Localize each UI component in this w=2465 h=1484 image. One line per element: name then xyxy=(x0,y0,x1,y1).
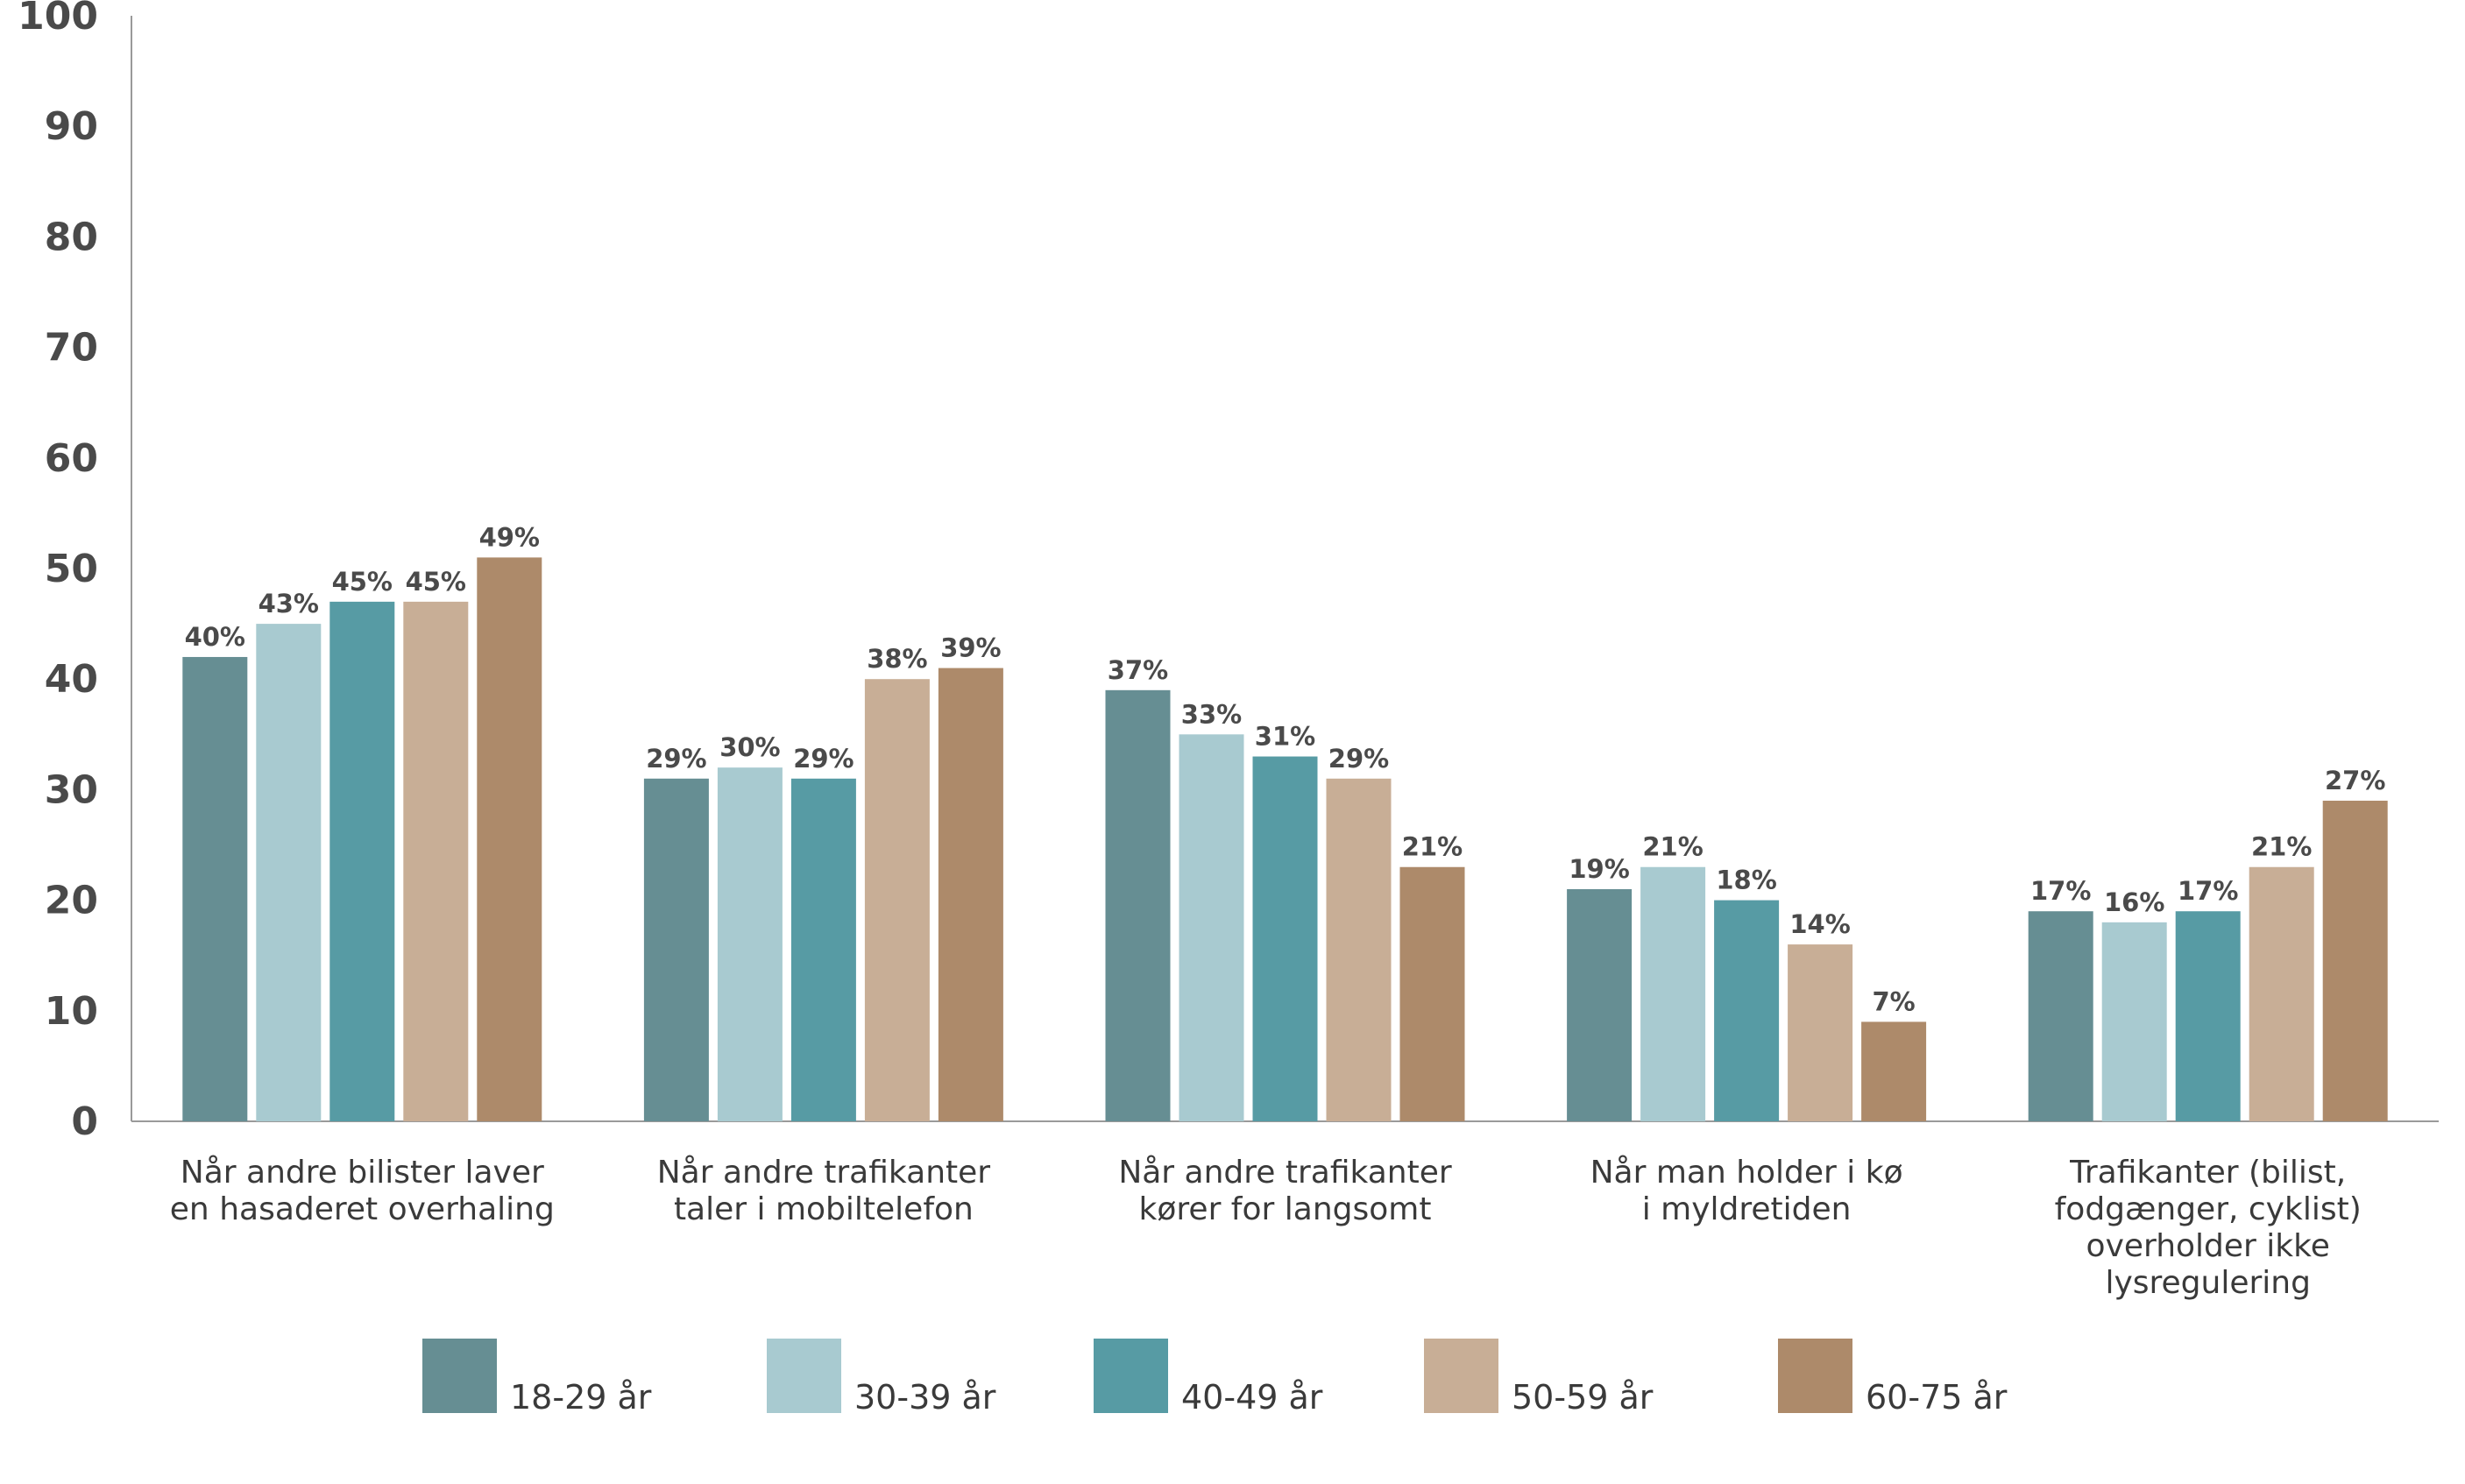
data-label: 29% xyxy=(1328,744,1389,774)
data-label: 29% xyxy=(793,744,854,774)
legend-swatch xyxy=(422,1339,497,1413)
data-label: 14% xyxy=(1789,909,1850,939)
legend-label: 60-75 år xyxy=(1866,1378,2008,1417)
bar-30-39-år xyxy=(717,767,783,1121)
y-tick-label: 70 xyxy=(45,326,98,371)
y-tick-label: 90 xyxy=(45,104,98,149)
bar-60-75-år xyxy=(2322,801,2388,1121)
data-label: 31% xyxy=(1255,722,1315,752)
data-label: 30% xyxy=(719,732,780,762)
category-label: Når andre trafikanter xyxy=(1118,1155,1452,1191)
bar-30-39-år xyxy=(256,624,322,1121)
bar-30-39-år xyxy=(2101,922,2167,1121)
data-label: 29% xyxy=(646,744,706,774)
data-label: 38% xyxy=(867,644,927,674)
bar-60-75-år xyxy=(477,557,542,1121)
data-label: 7% xyxy=(1872,986,1915,1016)
legend-swatch xyxy=(1424,1339,1498,1413)
bar-40-49-år xyxy=(790,778,856,1121)
data-label: 43% xyxy=(259,589,319,618)
data-label: 39% xyxy=(940,633,1001,663)
legend-label: 40-49 år xyxy=(1181,1378,1323,1417)
data-label: 45% xyxy=(406,567,466,597)
y-tick-label: 10 xyxy=(45,989,98,1034)
category-label: en hasaderet overhaling xyxy=(170,1191,555,1227)
data-label: 45% xyxy=(332,567,393,597)
data-label: 21% xyxy=(2251,832,2312,862)
bar-40-49-år xyxy=(1714,900,1780,1121)
y-tick-label: 20 xyxy=(45,879,98,923)
category-label: lysregulering xyxy=(2105,1265,2311,1301)
category-label: overholder ikke xyxy=(2086,1228,2330,1264)
legend-swatch xyxy=(1094,1339,1168,1413)
bar-50-59-år xyxy=(403,601,469,1121)
category-label: kører for langsomt xyxy=(1139,1191,1432,1227)
y-tick-label: 0 xyxy=(71,1099,98,1144)
data-label: 40% xyxy=(185,622,245,652)
data-label: 27% xyxy=(2325,766,2385,795)
data-label: 17% xyxy=(2178,876,2238,906)
bar-50-59-år xyxy=(2249,866,2314,1121)
category-label: fodgænger, cyklist) xyxy=(2055,1191,2362,1227)
data-label: 16% xyxy=(2104,887,2164,917)
legend-label: 18-29 år xyxy=(510,1378,652,1417)
data-label: 21% xyxy=(1402,832,1463,862)
y-tick-label: 40 xyxy=(45,657,98,702)
bar-40-49-år xyxy=(329,601,395,1121)
bar-18-29-år xyxy=(182,656,248,1121)
y-tick-label: 100 xyxy=(18,0,98,39)
bar-40-49-år xyxy=(2175,911,2241,1121)
y-tick-label: 30 xyxy=(45,767,98,812)
legend: 18-29 år 30-39 år 40-49 år 50-59 år 60-75 år xyxy=(422,1339,2008,1417)
bars xyxy=(182,557,2388,1121)
data-label: 18% xyxy=(1716,866,1776,895)
data-label: 49% xyxy=(479,522,540,552)
data-label: 19% xyxy=(1569,854,1629,884)
legend-label: 50-59 år xyxy=(1512,1378,1654,1417)
data-label: 37% xyxy=(1108,655,1168,685)
bar-50-59-år xyxy=(1788,944,1853,1121)
legend-label: 30-39 år xyxy=(854,1378,996,1417)
bar-60-75-år xyxy=(1861,1021,1927,1121)
bar-30-39-år xyxy=(1640,866,1706,1121)
bar-18-29-år xyxy=(1105,689,1171,1121)
category-label: Trafikanter (bilist, xyxy=(2069,1155,2346,1191)
bar-50-59-år xyxy=(864,679,930,1121)
bar-18-29-år xyxy=(2028,911,2093,1121)
bar-18-29-år xyxy=(1567,888,1633,1121)
bar-40-49-år xyxy=(1252,756,1318,1121)
y-tick-label: 50 xyxy=(45,547,98,591)
data-label: 21% xyxy=(1642,832,1703,862)
category-label: taler i mobiltelefon xyxy=(674,1191,974,1227)
bar-50-59-år xyxy=(1326,778,1392,1121)
data-label: 17% xyxy=(2030,876,2091,906)
legend-swatch xyxy=(1778,1339,1852,1413)
legend-swatch xyxy=(767,1339,841,1413)
y-tick-label: 60 xyxy=(45,436,98,481)
category-label: Når andre bilister laver xyxy=(181,1155,544,1191)
bar-18-29-år xyxy=(643,778,709,1121)
y-axis-ticks: 0 10 20 30 40 50 60 70 80 90 100 xyxy=(18,0,98,1144)
bar-60-75-år xyxy=(938,668,1003,1121)
category-label: Når man holder i kø xyxy=(1590,1155,1903,1191)
category-label: Når andre trafikanter xyxy=(657,1155,991,1191)
data-label: 33% xyxy=(1181,699,1242,729)
y-tick-label: 80 xyxy=(45,215,98,259)
bar-60-75-år xyxy=(1399,866,1465,1121)
bar-30-39-år xyxy=(1179,734,1244,1121)
category-label: i myldretiden xyxy=(1642,1191,1852,1227)
data-labels: 40% 29% 37% 19% 17% 43% 30% 33% 21% 16% 45% 29% 31% 1… xyxy=(185,522,2386,1016)
